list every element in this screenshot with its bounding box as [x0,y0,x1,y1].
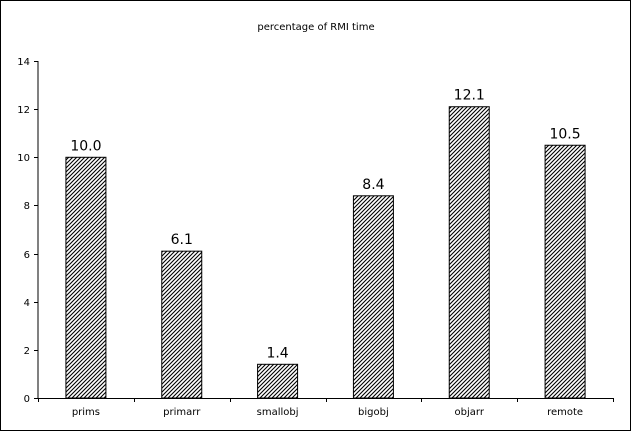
bar-primarr [161,250,203,399]
x-tick-label-primarr: primarr [163,407,201,418]
data-label-prims: 10.0 [70,138,101,154]
data-label-bigobj: 8.4 [362,177,384,193]
x-tick-label-remote: remote [547,407,583,418]
bar-prims [65,156,107,399]
x-axis: prims primarr smallobj bigobj objarr remote [38,398,614,418]
y-tick-label: 14 [17,57,30,68]
x-tick-label-objarr: objarr [455,407,485,418]
bars [65,106,586,399]
data-label-primarr: 6.1 [171,232,193,248]
x-tick-label-bigobj: bigobj [358,407,389,418]
data-label-objarr: 12.1 [454,88,485,104]
y-tick-label: 12 [17,105,30,116]
x-tick-label-smallobj: smallobj [257,407,299,418]
bar-smallobj [257,363,299,399]
x-tick-label-prims: prims [72,407,100,418]
y-tick-label: 10 [17,153,30,164]
data-labels: 10.0 6.1 1.4 8.4 12.1 10.5 [70,88,580,362]
bar-remote [544,144,586,399]
bar-bigobj [352,195,394,399]
bar-objarr [448,106,490,399]
y-tick-label: 8 [24,201,30,212]
y-tick-label: 0 [24,394,30,405]
y-tick-label: 2 [24,346,30,357]
y-tick-label: 6 [24,250,30,261]
data-label-remote: 10.5 [549,126,580,142]
y-tick-label: 4 [24,298,30,309]
data-label-smallobj: 1.4 [266,345,288,361]
y-axis: 0 2 4 6 8 10 12 14 [17,57,39,405]
chart-title: percentage of RMI time [257,22,374,33]
